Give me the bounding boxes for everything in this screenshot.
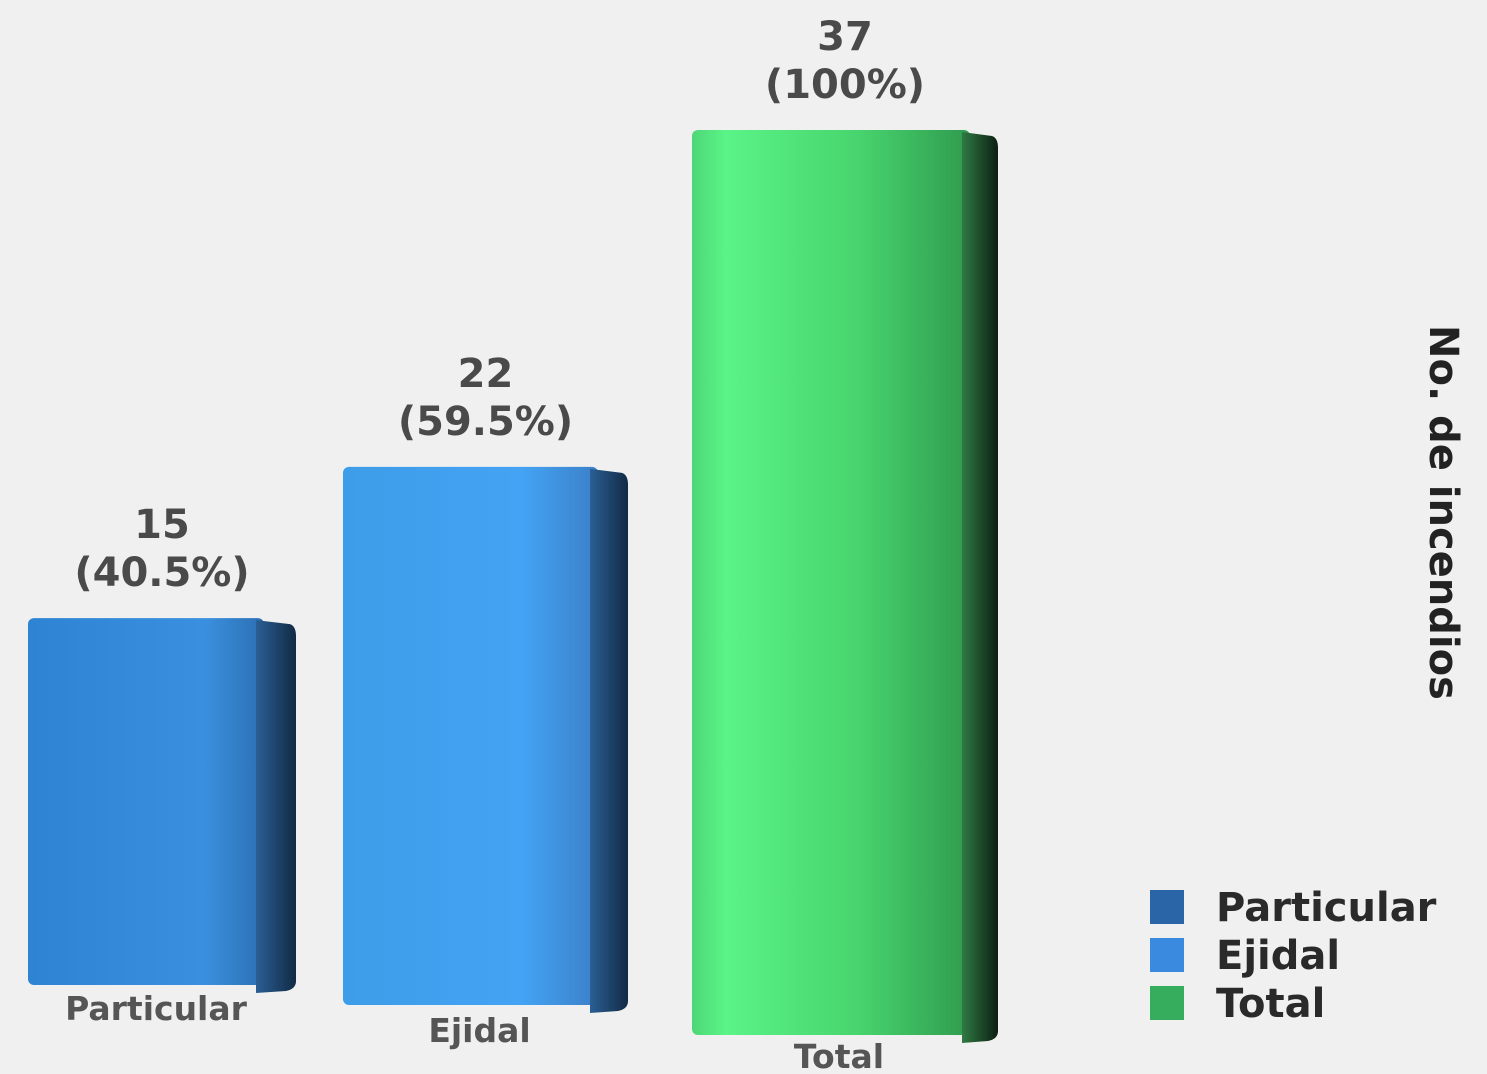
y-axis-label: No. de incendios bbox=[1420, 325, 1466, 700]
percent-label-total: (100%) bbox=[765, 62, 925, 108]
bar-ejidal bbox=[343, 466, 598, 1005]
legend-label-particular: Particular bbox=[1216, 885, 1437, 931]
legend-swatch-particular bbox=[1150, 890, 1184, 924]
percent-label-ejidal: (59.5%) bbox=[398, 399, 573, 445]
bar-particular bbox=[28, 618, 264, 985]
percent-label-particular: (40.5%) bbox=[74, 550, 249, 596]
category-label-total: Total bbox=[794, 1037, 884, 1074]
legend-label-ejidal: Ejidal bbox=[1216, 933, 1340, 979]
value-label-total: 37 bbox=[817, 14, 873, 60]
bar-total bbox=[692, 130, 970, 1035]
category-label-particular: Particular bbox=[65, 989, 248, 1028]
legend-swatch-total bbox=[1150, 986, 1184, 1020]
legend-label-total: Total bbox=[1216, 981, 1325, 1027]
category-label-ejidal: Ejidal bbox=[428, 1011, 530, 1050]
value-label-ejidal: 22 bbox=[458, 351, 514, 397]
value-label-particular: 15 bbox=[134, 502, 190, 548]
bar-ejidal-side bbox=[590, 468, 628, 1013]
bar-total-side bbox=[962, 132, 998, 1043]
legend-swatch-ejidal bbox=[1150, 938, 1184, 972]
bar-particular-side bbox=[256, 620, 296, 993]
